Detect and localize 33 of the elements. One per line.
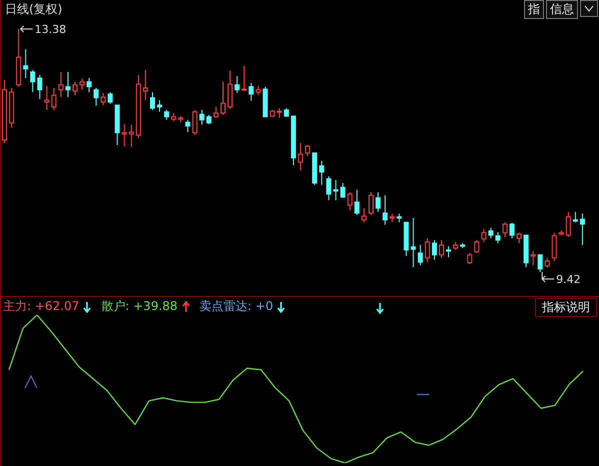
candlestick bbox=[340, 182, 346, 198]
candlestick bbox=[23, 48, 28, 79]
candlestick bbox=[410, 218, 416, 268]
candlestick bbox=[333, 179, 338, 201]
candlestick bbox=[44, 86, 50, 110]
text: 散户: +39.88 bbox=[101, 298, 178, 315]
text: 指标说明 bbox=[535, 298, 597, 317]
candlestick bbox=[298, 142, 304, 171]
candlestick bbox=[86, 78, 92, 93]
candlestick bbox=[142, 70, 148, 101]
candlestick bbox=[580, 213, 585, 246]
candlestick bbox=[376, 192, 381, 212]
candlestick bbox=[80, 78, 85, 90]
candlestick bbox=[530, 250, 536, 266]
candlestick bbox=[128, 124, 134, 148]
candlestick bbox=[58, 71, 64, 98]
text: 信息 bbox=[546, 0, 578, 19]
text: 主力: +62.07 bbox=[3, 298, 80, 315]
candlestick bbox=[157, 100, 162, 112]
candlestick bbox=[390, 213, 395, 223]
candlestick bbox=[319, 160, 324, 186]
chart-title: 日线(复权) bbox=[5, 1, 62, 18]
candlestick bbox=[418, 244, 423, 266]
text: 指 bbox=[524, 0, 544, 19]
text: 卖点雷达: +0 bbox=[200, 298, 274, 315]
candlestick bbox=[122, 124, 127, 147]
candlestick bbox=[446, 246, 452, 258]
candlestick bbox=[256, 86, 261, 96]
candlestick bbox=[65, 71, 70, 98]
text: 9.42 bbox=[556, 273, 581, 286]
candlestick bbox=[396, 213, 402, 223]
candlestick bbox=[382, 194, 388, 226]
annotation: 13.38 bbox=[34, 23, 66, 36]
